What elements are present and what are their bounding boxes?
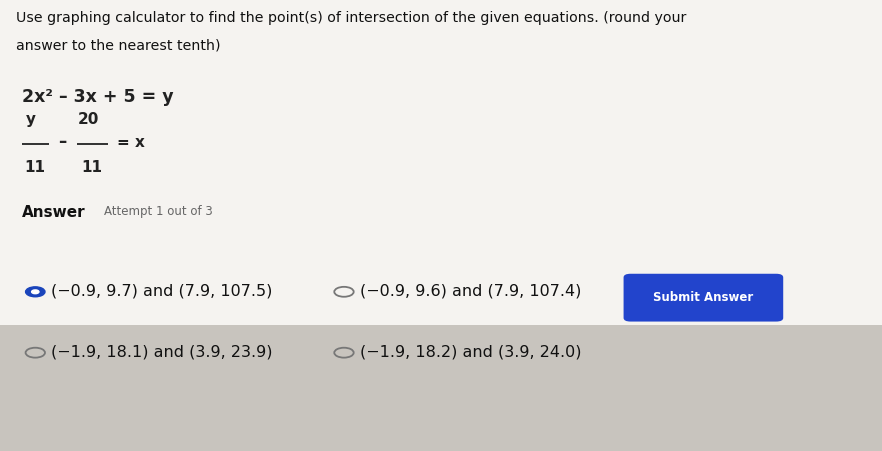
Text: answer to the nearest tenth): answer to the nearest tenth)	[16, 38, 221, 52]
Text: 11: 11	[25, 160, 46, 175]
Text: 11: 11	[81, 160, 102, 175]
Circle shape	[32, 290, 39, 294]
Text: 2x² – 3x + 5 = y: 2x² – 3x + 5 = y	[22, 88, 174, 106]
Text: (−1.9, 18.1) and (3.9, 23.9): (−1.9, 18.1) and (3.9, 23.9)	[51, 345, 273, 360]
Text: Use graphing calculator to find the point(s) of intersection of the given equati: Use graphing calculator to find the poin…	[16, 11, 686, 25]
Circle shape	[26, 287, 45, 297]
Text: Submit Answer: Submit Answer	[654, 291, 753, 304]
Text: –: –	[58, 133, 67, 151]
FancyBboxPatch shape	[624, 274, 783, 322]
Text: (−0.9, 9.6) and (7.9, 107.4): (−0.9, 9.6) and (7.9, 107.4)	[360, 284, 581, 299]
Text: Answer: Answer	[22, 205, 86, 220]
Text: = x: = x	[117, 134, 146, 150]
Text: Attempt 1 out of 3: Attempt 1 out of 3	[104, 205, 213, 218]
FancyBboxPatch shape	[0, 0, 882, 325]
Text: (−0.9, 9.7) and (7.9, 107.5): (−0.9, 9.7) and (7.9, 107.5)	[51, 284, 273, 299]
FancyBboxPatch shape	[0, 325, 882, 451]
Text: 20: 20	[78, 112, 99, 127]
Text: (−1.9, 18.2) and (3.9, 24.0): (−1.9, 18.2) and (3.9, 24.0)	[360, 345, 581, 360]
Text: y: y	[26, 112, 36, 127]
